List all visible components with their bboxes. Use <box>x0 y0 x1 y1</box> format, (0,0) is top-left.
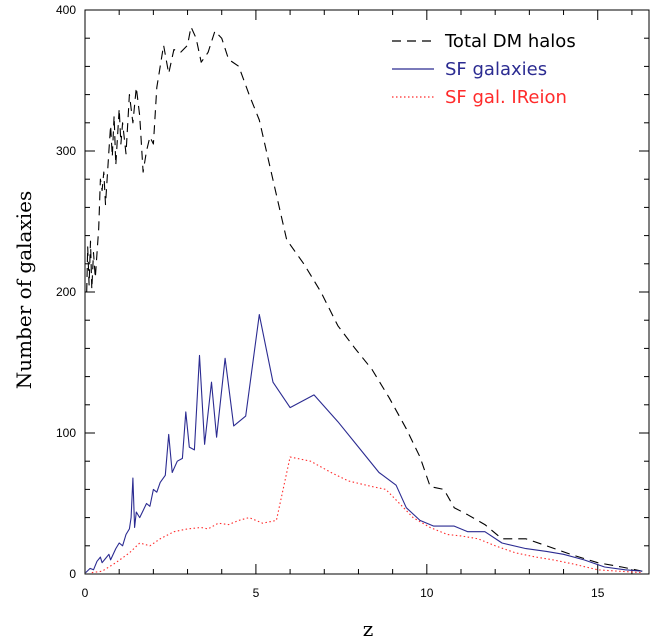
series-line-3 <box>91 456 643 574</box>
y-tick-label: 100 <box>56 426 76 440</box>
y-tick-label: 200 <box>56 285 76 299</box>
y-tick-label: 300 <box>56 144 76 158</box>
legend-label-1: Total DM halos <box>444 31 576 52</box>
y-tick-label: 400 <box>56 3 76 17</box>
y-tick-label: 0 <box>69 567 76 581</box>
series-lines <box>85 26 643 574</box>
legend-label-3: SF gal. IReion <box>445 87 567 108</box>
x-tick-label: 0 <box>82 586 89 600</box>
series-line-2 <box>85 314 643 573</box>
y-tick-labels: 0 100 200 300 400 <box>56 3 76 581</box>
axis-ticks <box>84 9 649 575</box>
legend: Total DM halos SF galaxies SF gal. IReion <box>392 31 576 108</box>
y-axis-label: Number of galaxies <box>12 191 36 390</box>
legend-label-2: SF galaxies <box>445 59 547 80</box>
x-tick-label: 5 <box>253 586 260 600</box>
x-tick-label: 15 <box>591 586 605 600</box>
x-tick-label: 10 <box>420 586 434 600</box>
series-line-1 <box>86 26 643 572</box>
x-axis-label: z <box>363 617 374 637</box>
x-tick-labels: 0 5 10 15 <box>82 586 605 600</box>
